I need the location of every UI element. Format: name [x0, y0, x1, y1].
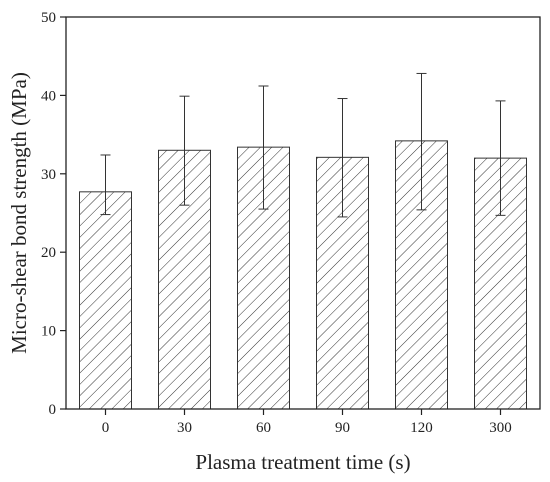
plot-frame [65, 16, 541, 410]
bar-0 [79, 191, 132, 410]
x-tick-label: 60 [256, 420, 271, 436]
y-axis: 0 10 20 30 40 50 [41, 10, 541, 418]
x-tick-label: 90 [335, 420, 350, 436]
y-axis-title: Micro-shear bond strength (MPa) [7, 72, 31, 354]
y-tick-label: 40 [41, 88, 56, 104]
y-tick-label: 0 [49, 402, 57, 418]
y-tick-label: 30 [41, 167, 56, 183]
x-tick-label: 120 [410, 420, 433, 436]
x-tick-label: 30 [177, 420, 192, 436]
x-axis: 0 30 60 90 120 300 [102, 409, 512, 436]
y-tick-label: 10 [41, 324, 56, 340]
plot-area [79, 72, 527, 410]
y-tick-label: 20 [41, 245, 56, 261]
x-axis-title: Plasma treatment time (s) [195, 450, 410, 474]
x-tick-label: 0 [102, 420, 110, 436]
x-tick-label: 300 [489, 420, 512, 436]
y-tick-label: 50 [41, 10, 56, 26]
